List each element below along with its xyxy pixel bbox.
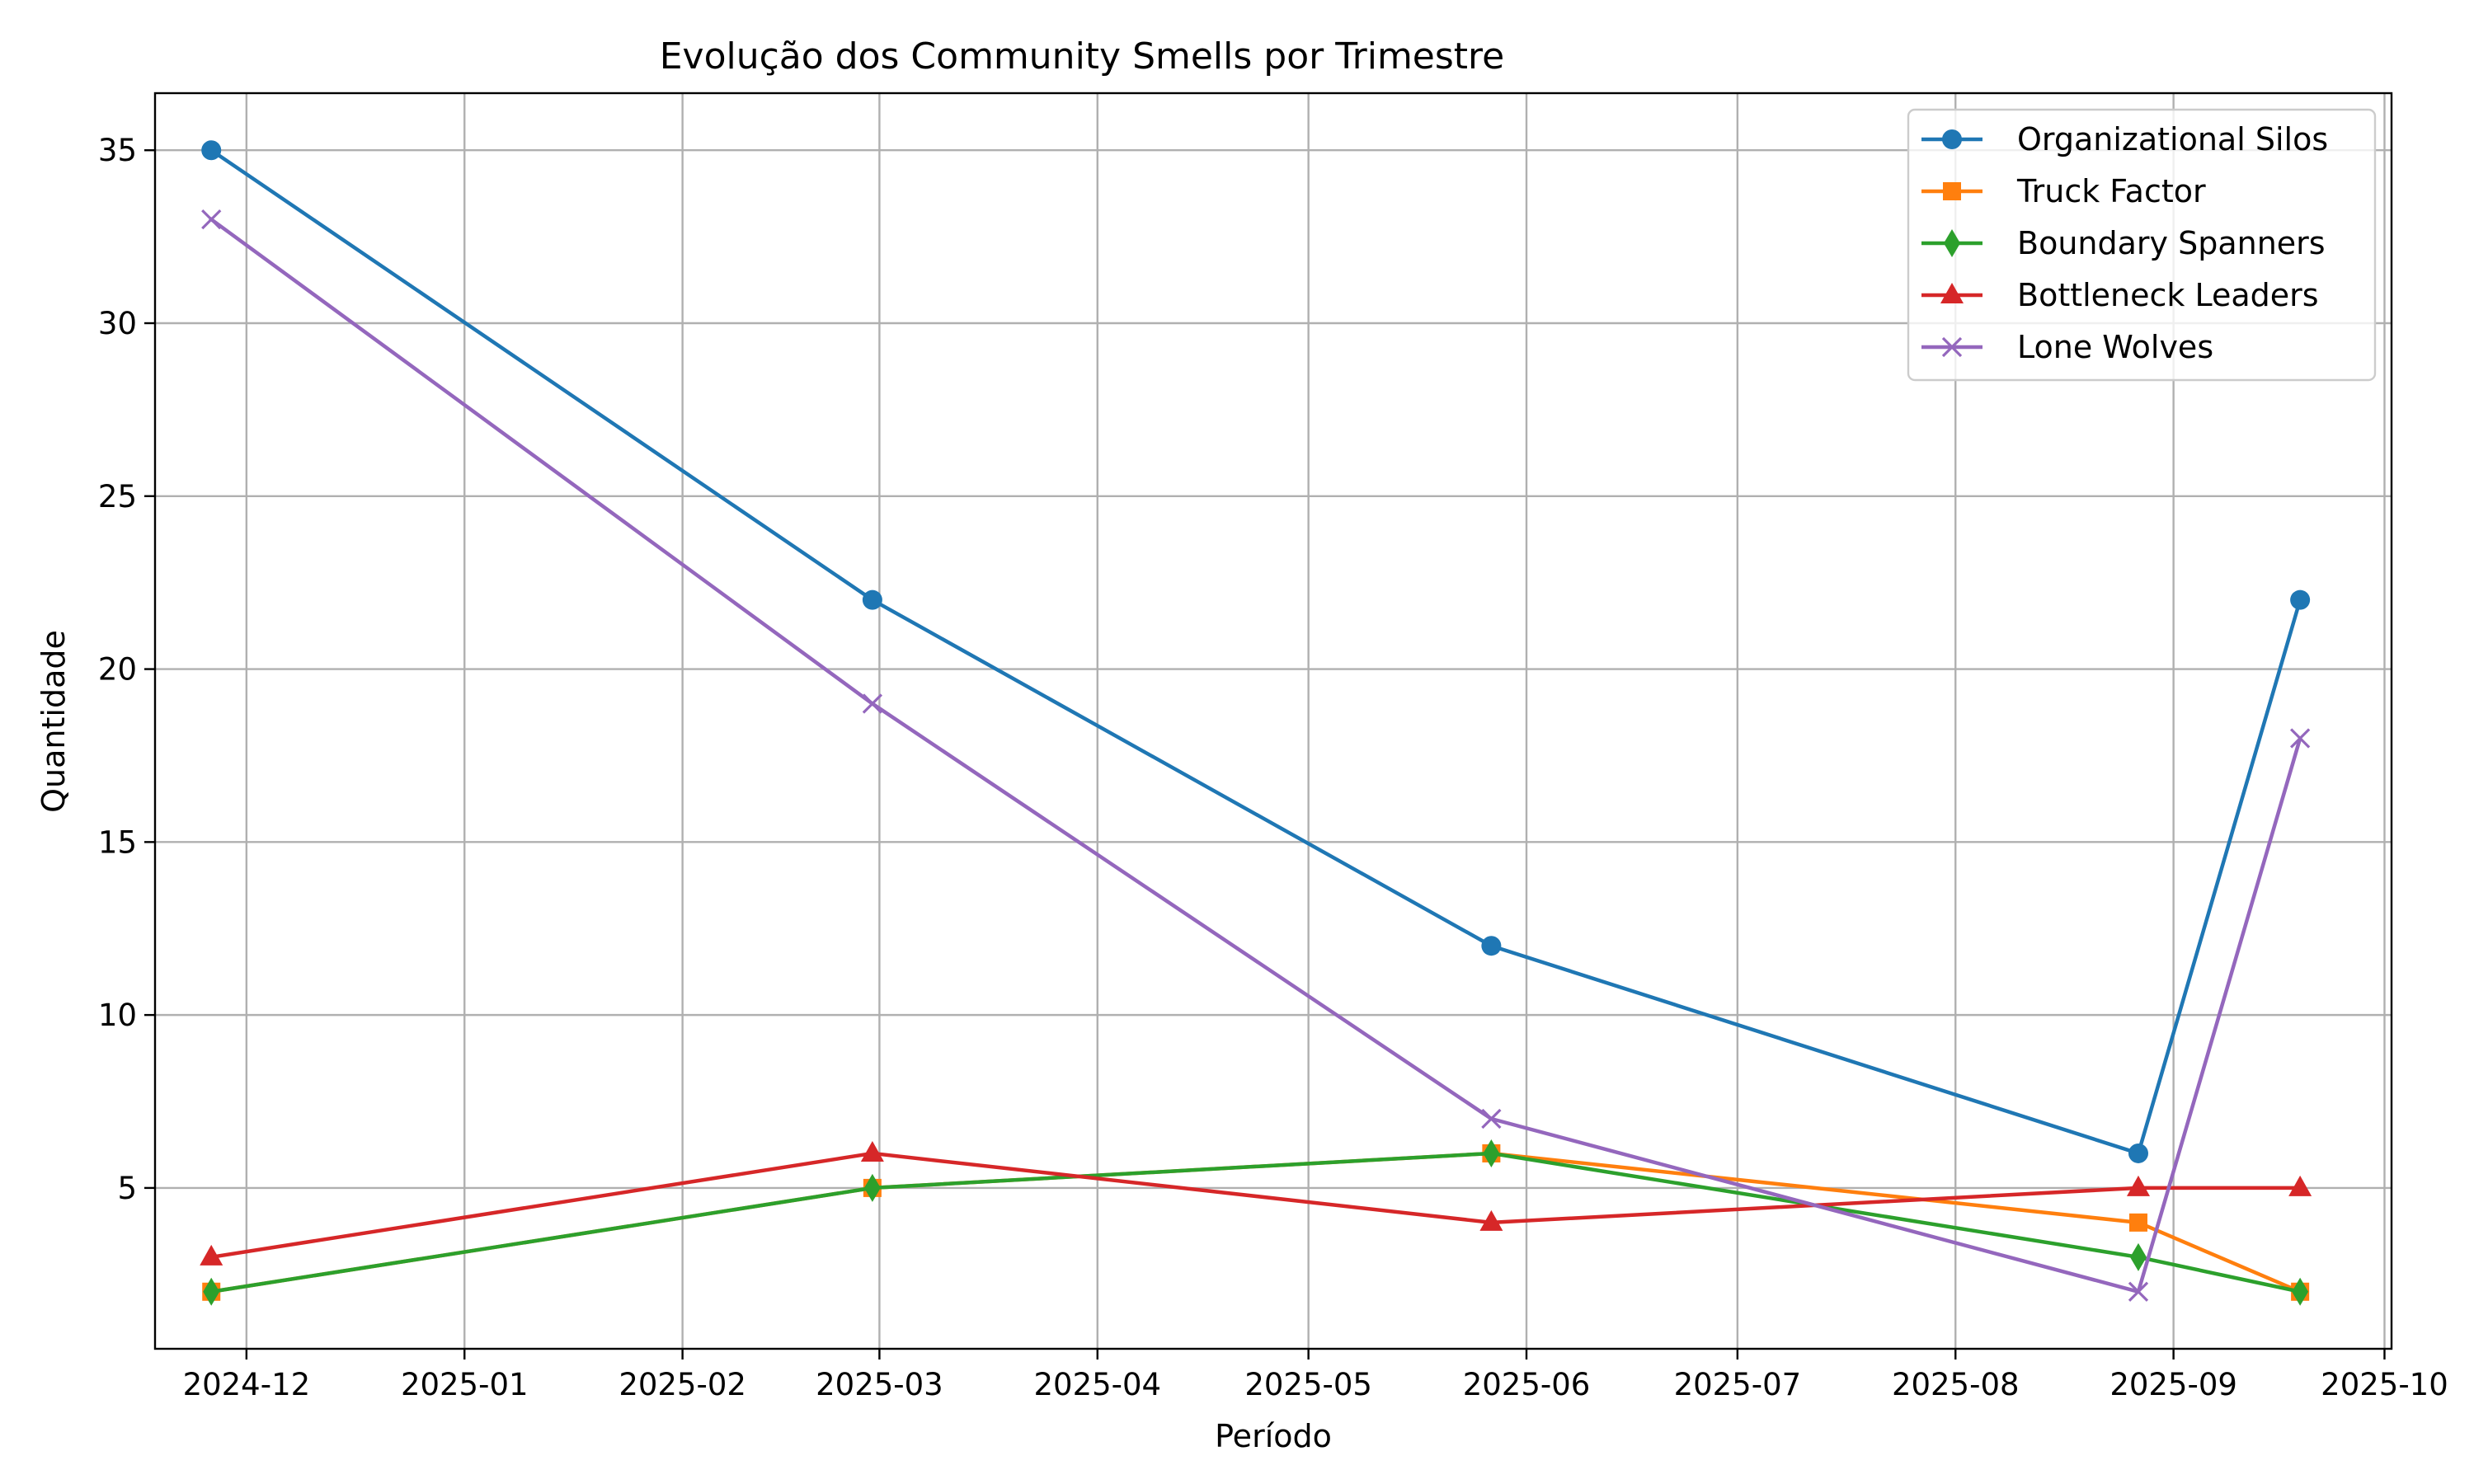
data-point [862, 589, 882, 610]
x-tick-label: 2025-10 [2321, 1367, 2448, 1402]
chart-title: Evolução dos Community Smells por Trimes… [660, 35, 1505, 77]
series-3 [200, 1140, 2312, 1266]
legend-box [1907, 108, 2377, 382]
data-point [862, 693, 883, 714]
x-tick-label: 2024-12 [183, 1367, 311, 1402]
data-point [203, 1277, 220, 1306]
legend-marker [1944, 229, 1960, 257]
data-point [2128, 1281, 2149, 1302]
legend-label: Truck Factor [2016, 173, 2206, 209]
data-point [1479, 1209, 1503, 1231]
y-tick-label: 10 [98, 998, 137, 1033]
legend-marker [1942, 129, 1962, 149]
data-point [863, 1173, 881, 1202]
x-tick-label: 2025-02 [618, 1367, 746, 1402]
data-point [2289, 728, 2311, 749]
x-tick-label: 2025-07 [1674, 1367, 1802, 1402]
series-4 [201, 209, 2311, 1302]
series-0 [201, 140, 2311, 1163]
y-tick-label: 20 [98, 652, 137, 688]
y-tick-label: 25 [98, 479, 137, 514]
y-tick-label: 35 [98, 133, 137, 168]
legend-marker [1941, 336, 1963, 358]
x-tick-label: 2025-05 [1244, 1367, 1372, 1402]
legend-label: Lone Wolves [2017, 329, 2213, 365]
data-point [860, 1140, 884, 1162]
x-tick-label: 2025-08 [1892, 1367, 2020, 1402]
legend-label: Bottleneck Leaders [2017, 277, 2319, 313]
data-point [2128, 1143, 2148, 1163]
legend-label: Organizational Silos [2017, 121, 2328, 157]
x-tick-label: 2025-01 [401, 1367, 529, 1402]
legend-item: Organizational Silos [1921, 121, 2328, 157]
data-point [201, 209, 222, 230]
data-point [1481, 1108, 1502, 1129]
data-point [2288, 1175, 2312, 1196]
legend-item: Truck Factor [1921, 173, 2206, 209]
legend: Organizational Silos Truck Factor Boundary… [1907, 108, 2377, 382]
series-2 [203, 1139, 2309, 1306]
plot-frame [153, 92, 2393, 1350]
x-tick-label: 2025-06 [1463, 1367, 1591, 1402]
y-tick-label: 15 [98, 824, 137, 860]
data-point [2126, 1175, 2150, 1196]
data-point [1481, 936, 1502, 956]
x-axis-label: Período [1215, 1418, 1332, 1454]
legend-marker [1940, 283, 1964, 303]
y-axis-label: Quantidade [35, 630, 72, 813]
data-point [201, 140, 222, 161]
legend-item: Lone Wolves [1921, 329, 2213, 365]
legend-marker [1943, 182, 1961, 200]
data-point [200, 1244, 223, 1266]
axis-ticks: 2024-12 2025-01 2025-02 2025-03 2025-04 2025-… [98, 133, 2448, 1402]
x-tick-label: 2025-04 [1033, 1367, 1161, 1402]
data-point [2128, 1213, 2147, 1232]
legend-items: Organizational Silos Truck Factor Boundary… [1921, 121, 2328, 365]
x-tick-label: 2025-03 [816, 1367, 943, 1402]
legend-item: Bottleneck Leaders [1921, 277, 2319, 313]
x-tick-label: 2025-09 [2109, 1367, 2237, 1402]
series-lines [200, 140, 2312, 1306]
y-tick-label: 30 [98, 306, 137, 341]
legend-label: Boundary Spanners [2017, 225, 2326, 261]
data-point [1483, 1139, 1500, 1167]
data-point [2292, 1277, 2309, 1306]
data-point [2290, 589, 2311, 610]
y-tick-label: 5 [117, 1171, 137, 1206]
data-point [2129, 1242, 2147, 1271]
legend-item: Boundary Spanners [1921, 225, 2326, 261]
